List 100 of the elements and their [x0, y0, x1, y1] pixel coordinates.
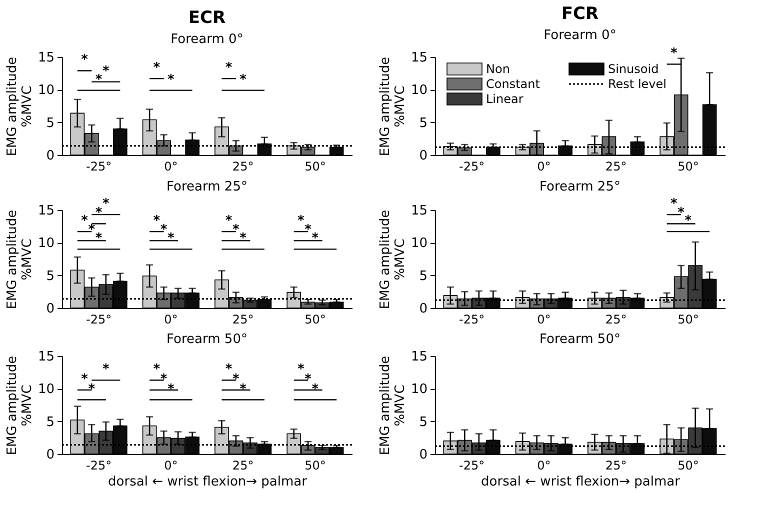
- x-tick-label: -25°: [458, 458, 485, 472]
- annotation: *: [684, 214, 692, 229]
- chart-title: Forearm 50°: [540, 332, 620, 347]
- x-tick-label: 0°: [164, 160, 178, 174]
- chart-title: Forearm 25°: [166, 180, 248, 195]
- annotation: *: [232, 372, 240, 387]
- x-tick-label: 0°: [537, 312, 551, 326]
- annotation: *: [81, 52, 88, 68]
- annotation: *: [240, 231, 247, 246]
- legend-label: Non: [486, 62, 510, 76]
- y-tick-label: 0: [419, 302, 428, 316]
- y-tick-label: 5: [419, 268, 428, 284]
- y-tick-label: 15: [38, 350, 54, 364]
- chart-title: Forearm 0°: [544, 28, 616, 44]
- y-tick-label: 15: [38, 204, 54, 218]
- annotation: *: [670, 46, 678, 62]
- x-tick-label: 0°: [164, 312, 178, 326]
- x-tick-label: 50°: [304, 312, 326, 326]
- y-axis-title: EMG amplitude %MVC: [4, 356, 35, 456]
- x-tick-label: 25°: [605, 458, 627, 472]
- y-tick-label: 10: [410, 236, 428, 252]
- annotation: *: [304, 222, 312, 238]
- annotation: *: [225, 214, 232, 229]
- y-tick-label: 10: [410, 382, 428, 398]
- annotation: *: [304, 372, 312, 387]
- x-tick-label: 25°: [232, 160, 254, 174]
- y-axis-title: EMG amplitude %MVC: [4, 210, 35, 310]
- y-tick-label: 0: [419, 148, 428, 164]
- y-tick-label: 15: [410, 204, 428, 218]
- y-axis-title: EMG amplitude %MVC: [378, 210, 408, 310]
- x-tick-label: -25°: [458, 160, 485, 174]
- y-tick-label: 0: [419, 448, 428, 462]
- annotation: *: [312, 231, 319, 246]
- y-tick-label: 10: [38, 236, 54, 252]
- x-tick-label: 25°: [605, 160, 627, 174]
- text: ECR: [188, 8, 226, 28]
- annotation: *: [678, 206, 685, 221]
- y-tick-label: 10: [38, 83, 54, 98]
- annotation: *: [232, 222, 240, 238]
- y-tick-label: 10: [38, 382, 54, 398]
- y-tick-label: 15: [410, 50, 428, 66]
- y-axis-title: EMG amplitude %MVC: [378, 56, 408, 156]
- annotation: *: [312, 382, 319, 397]
- x-tick-label: -25°: [458, 312, 485, 326]
- x-tick-label: -25°: [86, 458, 112, 472]
- legend-label: Linear: [486, 92, 524, 106]
- text: FCR: [561, 4, 599, 24]
- annotation: *: [160, 372, 168, 387]
- annotation: *: [298, 214, 305, 229]
- annotation: *: [225, 362, 232, 378]
- x-axis-title: dorsal ← wrist flexion→ palmar: [481, 474, 681, 490]
- y-tick-label: 5: [419, 414, 428, 430]
- chart-title: Forearm 50°: [166, 332, 248, 347]
- y-axis-title: EMG amplitude %MVC: [4, 56, 35, 156]
- annotation: *: [168, 72, 175, 88]
- x-tick-label: -25°: [86, 312, 112, 326]
- chart-title: Forearm 0°: [170, 32, 244, 47]
- x-tick-label: 50°: [304, 458, 326, 472]
- annotation: *: [225, 60, 232, 76]
- annotation: *: [102, 196, 110, 212]
- legend-label: Rest level: [608, 77, 666, 91]
- y-tick-label: 10: [410, 83, 428, 98]
- y-axis-title: EMG amplitude %MVC: [378, 356, 408, 456]
- annotation: *: [240, 382, 247, 397]
- x-tick-label: -25°: [86, 160, 112, 174]
- legend-label: Constant: [486, 77, 540, 91]
- annotation: *: [81, 372, 88, 387]
- x-tick-label: 50°: [678, 312, 699, 326]
- annotation: *: [168, 382, 175, 397]
- annotation: *: [240, 72, 247, 88]
- annotation: *: [153, 214, 160, 229]
- annotation: *: [95, 72, 102, 88]
- annotation: *: [95, 206, 102, 221]
- x-tick-label: 0°: [537, 458, 551, 472]
- y-tick-label: 5: [46, 414, 54, 430]
- annotation: *: [88, 382, 96, 397]
- annotation: *: [153, 362, 160, 378]
- annotation: *: [102, 64, 110, 79]
- y-tick-label: 5: [419, 116, 428, 131]
- annotation: *: [153, 60, 160, 76]
- annotation: *: [160, 222, 168, 238]
- annotation: *: [670, 196, 678, 212]
- y-tick-label: 0: [46, 148, 54, 164]
- y-tick-label: 0: [46, 448, 54, 462]
- x-tick-label: 0°: [537, 160, 551, 174]
- annotation: *: [298, 362, 305, 378]
- y-tick-label: 15: [410, 350, 428, 364]
- annotation: *: [95, 231, 102, 246]
- x-tick-label: 25°: [232, 312, 254, 326]
- y-tick-label: 5: [46, 116, 54, 131]
- x-tick-label: 25°: [605, 312, 627, 326]
- x-tick-label: 50°: [678, 458, 699, 472]
- x-tick-label: 25°: [232, 458, 254, 472]
- annotation: *: [168, 231, 175, 246]
- legend-label: Sinusoid: [608, 62, 659, 76]
- y-tick-label: 15: [38, 50, 54, 66]
- annotation: *: [102, 362, 110, 378]
- chart-title: Forearm 25°: [540, 180, 620, 195]
- x-tick-label: 0°: [164, 458, 178, 472]
- annotation: *: [88, 222, 96, 238]
